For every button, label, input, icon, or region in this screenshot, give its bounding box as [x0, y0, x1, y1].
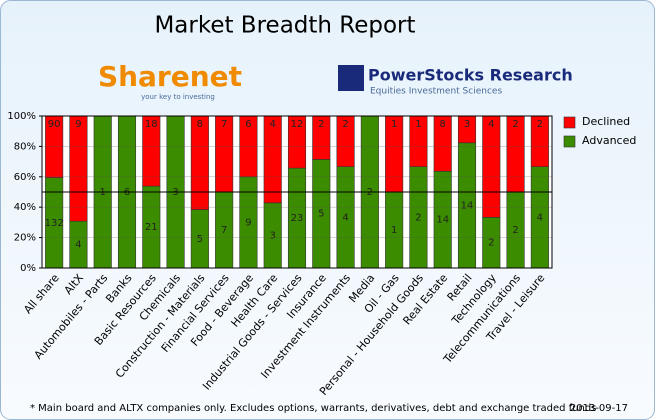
- value-label: 18: [145, 119, 158, 130]
- logo: Sharenet: [98, 60, 242, 93]
- value-label: 6: [245, 119, 251, 130]
- value-label: 9: [245, 217, 251, 228]
- y-tick-label: 20%: [14, 233, 36, 244]
- value-label: 4: [75, 240, 81, 251]
- logo-icon: [338, 65, 364, 91]
- value-label: 8: [197, 119, 203, 130]
- value-label: 4: [342, 212, 348, 223]
- value-label: 3: [270, 230, 276, 241]
- value-label: 8: [440, 119, 446, 130]
- bar-segment: [482, 115, 501, 218]
- date: 2013-09-17: [570, 403, 628, 414]
- value-label: 7: [221, 119, 227, 130]
- footnote: * Main board and ALTX companies only. Ex…: [30, 403, 596, 414]
- value-label: 3: [464, 119, 470, 130]
- plot-border: [41, 115, 553, 269]
- value-label: 2: [537, 119, 543, 130]
- value-label: 12: [291, 119, 304, 130]
- legend-swatch: [563, 135, 576, 148]
- value-label: 2: [512, 119, 518, 130]
- value-label: 2: [342, 119, 348, 130]
- value-label: 132: [45, 218, 64, 229]
- legend-label: Declined: [582, 115, 630, 128]
- value-label: 1: [391, 119, 397, 130]
- value-label: 4: [270, 119, 276, 130]
- y-tick-label: 80%: [14, 141, 36, 152]
- value-label: 2: [318, 119, 324, 130]
- value-label: 21: [145, 222, 158, 233]
- value-label: 2: [415, 212, 421, 223]
- bar-segment: [190, 115, 209, 210]
- y-tick-label: 60%: [14, 172, 36, 183]
- value-label: 7: [221, 225, 227, 236]
- value-label: 2: [512, 225, 518, 236]
- value-label: 4: [488, 119, 494, 130]
- chart-title: Market Breadth Report: [154, 13, 415, 39]
- y-tick-label: 40%: [14, 202, 36, 213]
- value-label: 23: [291, 213, 304, 224]
- value-label: 2: [488, 238, 494, 249]
- value-label: 5: [318, 209, 324, 220]
- value-label: 5: [197, 234, 203, 245]
- y-tick-label: 100%: [7, 111, 36, 122]
- value-label: 14: [436, 215, 449, 226]
- value-label: 90: [48, 119, 61, 130]
- legend-label: Advanced: [582, 134, 636, 147]
- value-label: 9: [75, 119, 81, 130]
- bar-segment: [69, 115, 88, 222]
- legend-swatch: [563, 116, 576, 129]
- logo-tagline: Equities Investment Sciences: [370, 87, 502, 97]
- value-label: 1: [415, 119, 421, 130]
- y-tick-label: 0%: [20, 263, 36, 274]
- value-label: 4: [537, 212, 543, 223]
- value-label: 1: [391, 225, 397, 236]
- logo: PowerStocks Research: [368, 66, 573, 85]
- logo-tagline: your key to investing: [141, 93, 215, 101]
- value-label: 14: [461, 200, 474, 211]
